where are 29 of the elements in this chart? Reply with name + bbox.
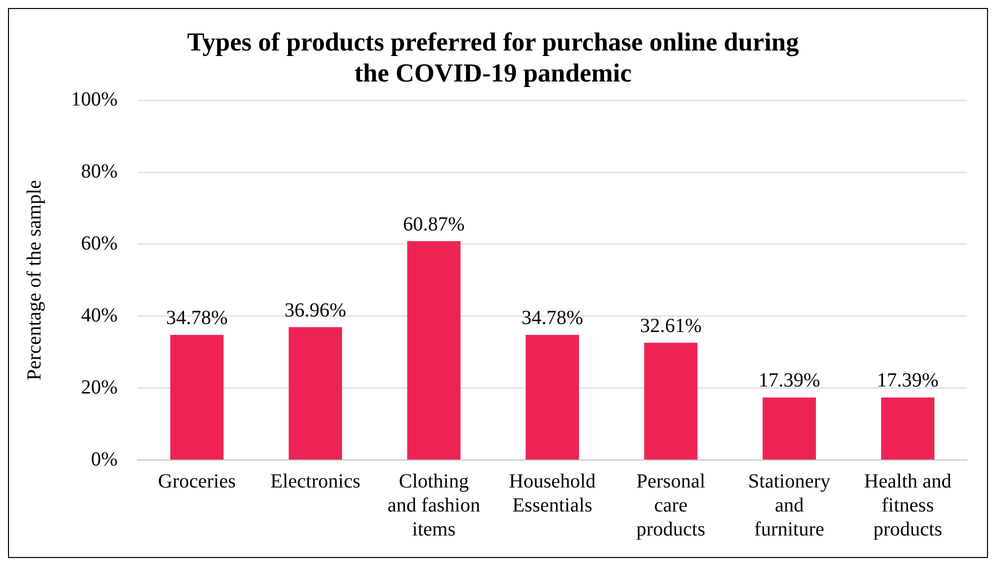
bar: [407, 241, 461, 460]
y-tick-label: 40%: [80, 304, 118, 326]
data-label: 34.78%: [521, 307, 584, 330]
y-tick-label: 100%: [70, 88, 118, 111]
y-tick-label: 20%: [80, 376, 118, 398]
data-label: 36.96%: [284, 299, 346, 322]
bar: [644, 342, 698, 460]
data-label: 17.39%: [876, 370, 939, 392]
bar: [881, 397, 934, 460]
data-label: 34.78%: [166, 307, 228, 330]
x-tick-label: Clothing and fashion items: [387, 470, 480, 540]
y-tick-label: 60%: [80, 232, 118, 254]
bar: [288, 327, 342, 460]
x-tick-label: Groceries: [158, 470, 236, 492]
bar: [170, 334, 224, 460]
x-tick-label: Health and fitness products: [864, 470, 952, 540]
bar: [762, 397, 816, 460]
x-tick-label: Personal care products: [636, 470, 706, 540]
x-tick-label: Household Essentials: [508, 470, 596, 516]
y-axis-title: Percentage of the sample: [23, 180, 46, 380]
data-label: 60.87%: [403, 213, 465, 236]
bar: [526, 334, 579, 460]
data-label: 32.61%: [640, 314, 702, 337]
chart-title: Types of products preferred for purchase online during the COVID-19 pandemic: [187, 27, 799, 88]
x-tick-label: Electronics: [270, 470, 361, 492]
y-tick-label: 0%: [90, 448, 118, 470]
data-label: 17.39%: [758, 370, 820, 392]
x-tick-label: Stationery and furniture: [748, 470, 830, 540]
y-tick-label: 80%: [80, 160, 118, 183]
